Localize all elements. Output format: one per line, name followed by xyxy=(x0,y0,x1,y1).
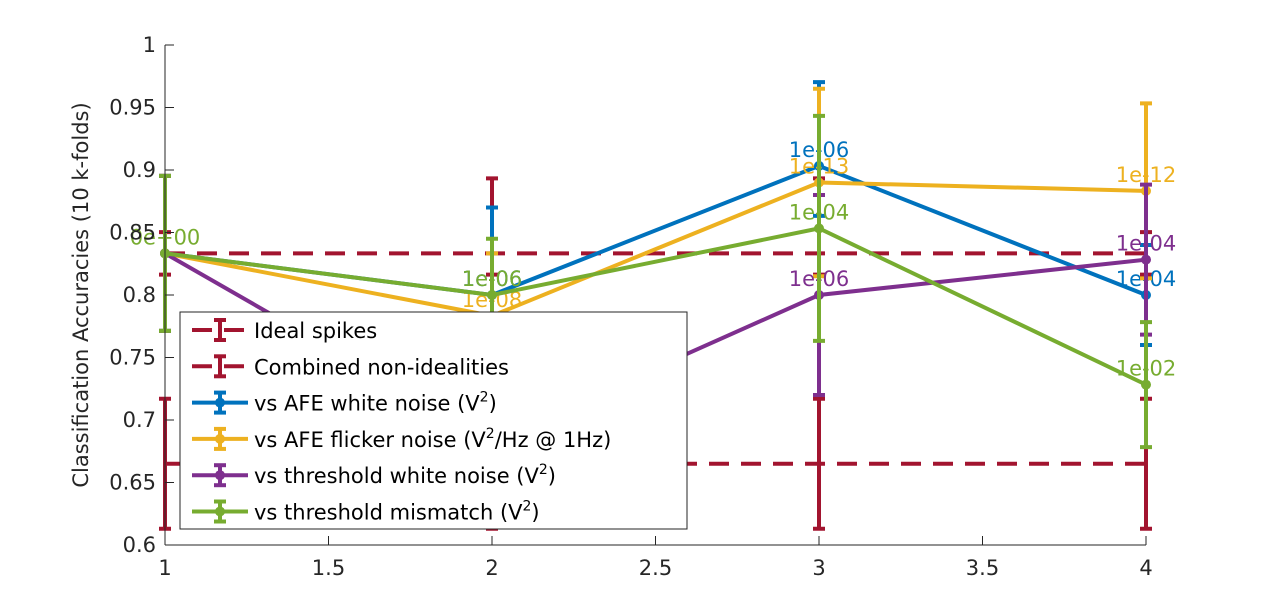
legend-marker xyxy=(215,506,225,517)
legend-item: vs threshold mismatch (V2) xyxy=(192,499,540,525)
data-point xyxy=(1141,254,1151,265)
y-tick-label: 0.8 xyxy=(123,283,156,307)
legend-label: vs AFE flicker noise (V2/Hz @ 1Hz) xyxy=(254,426,611,452)
legend-label: Ideal spikes xyxy=(254,319,377,343)
y-tick-label: 0.85 xyxy=(109,221,156,245)
x-tick-label: 3 xyxy=(812,556,825,580)
legend-label: vs threshold white noise (V2) xyxy=(254,462,556,488)
x-tick-label: 4 xyxy=(1139,556,1152,580)
y-tick-label: 0.75 xyxy=(109,346,156,370)
legend-label: vs AFE white noise (V2) xyxy=(254,390,497,416)
y-tick-label: 0.65 xyxy=(109,471,156,495)
y-axis-title: Classification Accuracies (10 k-folds) xyxy=(69,102,93,487)
y-tick-label: 0.6 xyxy=(123,533,156,557)
axes: 1 1.5 2 2.5 3 3.5 4 0.6 0.65 0.7 0.75 0.8 0.85 0.9 0.9… xyxy=(109,33,1152,580)
y-tick-label: 0.9 xyxy=(123,158,156,182)
legend-marker xyxy=(215,433,225,444)
y-tick-label: 0.7 xyxy=(123,408,156,432)
data-point xyxy=(1141,379,1151,390)
x-tick-label: 1 xyxy=(158,556,171,580)
legend: Ideal spikes Combined non-idealities vs AF… xyxy=(179,311,688,530)
legend-item: vs AFE white noise (V2) xyxy=(192,390,497,416)
legend-marker xyxy=(215,397,225,408)
data-point xyxy=(814,223,824,234)
x-tick-label: 1.5 xyxy=(312,556,345,580)
legend-item: vs threshold white noise (V2) xyxy=(192,462,556,488)
x-tick-label: 3.5 xyxy=(966,556,999,580)
legend-item: vs AFE flicker noise (V2/Hz @ 1Hz) xyxy=(192,426,611,452)
legend-item: Combined non-idealities xyxy=(192,354,509,379)
x-tick-label: 2.5 xyxy=(639,556,672,580)
legend-marker xyxy=(215,470,225,481)
data-label: 1e-02 xyxy=(1116,357,1177,381)
y-tick-label: 0.95 xyxy=(109,96,156,120)
legend-item: Ideal spikes xyxy=(192,318,377,343)
legend-box xyxy=(179,311,688,530)
series-line xyxy=(164,180,1147,318)
data-label: 1e-06 xyxy=(462,267,523,291)
y-tick-label: 1 xyxy=(143,33,156,57)
series-line xyxy=(164,226,1147,387)
legend-label: vs threshold mismatch (V2) xyxy=(254,499,540,525)
data-point xyxy=(487,290,497,300)
x-tick-label: 2 xyxy=(485,556,498,580)
data-label: 1e-04 xyxy=(789,200,850,224)
legend-label: Combined non-idealities xyxy=(254,355,509,379)
data-label: 1e-04 xyxy=(1116,232,1177,256)
